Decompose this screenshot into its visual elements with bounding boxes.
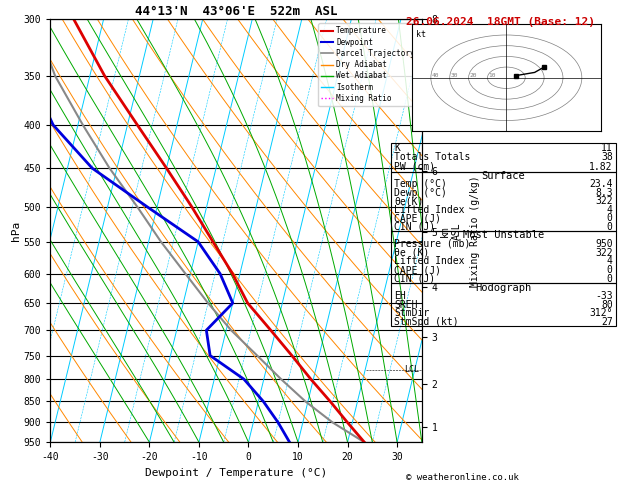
Text: 10: 10 [489,73,496,78]
Text: θe(K): θe(K) [394,196,424,206]
Text: CAPE (J): CAPE (J) [394,213,442,223]
Text: 322: 322 [595,248,613,258]
Text: SREH: SREH [394,300,418,310]
Text: 30: 30 [450,73,458,78]
Text: Pressure (mb): Pressure (mb) [394,239,470,249]
Text: Most Unstable: Most Unstable [463,230,544,240]
Text: 0: 0 [607,274,613,284]
Text: 0: 0 [607,213,613,223]
Text: 4: 4 [607,257,613,266]
Text: 8.3: 8.3 [595,188,613,198]
Text: 0: 0 [607,222,613,232]
Text: 20: 20 [469,73,477,78]
Text: -33: -33 [595,291,613,301]
Y-axis label: hPa: hPa [11,221,21,241]
Text: Surface: Surface [482,171,525,181]
Text: K: K [394,143,400,153]
Text: 0: 0 [607,265,613,275]
Legend: Temperature, Dewpoint, Parcel Trajectory, Dry Adiabat, Wet Adiabat, Isotherm, Mi: Temperature, Dewpoint, Parcel Trajectory… [318,23,418,106]
X-axis label: Dewpoint / Temperature (°C): Dewpoint / Temperature (°C) [145,468,327,478]
Text: 11: 11 [601,143,613,153]
Text: 80: 80 [601,300,613,310]
Text: kt: kt [416,30,426,39]
Text: Temp (°C): Temp (°C) [394,179,447,189]
Text: 312°: 312° [589,308,613,318]
Text: CAPE (J): CAPE (J) [394,265,442,275]
Text: 23.4: 23.4 [589,179,613,189]
Text: 950: 950 [595,239,613,249]
Text: Lifted Index: Lifted Index [394,257,465,266]
Text: PW (cm): PW (cm) [394,162,435,172]
Text: StmSpd (kt): StmSpd (kt) [394,317,459,327]
Text: Mixing Ratio (g/kg): Mixing Ratio (g/kg) [470,175,480,287]
Text: 1.82: 1.82 [589,162,613,172]
Text: 27: 27 [601,317,613,327]
Text: © weatheronline.co.uk: © weatheronline.co.uk [406,473,518,482]
Text: Dewp (°C): Dewp (°C) [394,188,447,198]
Y-axis label: km
ASL: km ASL [440,222,462,240]
Text: Hodograph: Hodograph [476,283,532,293]
Text: 38: 38 [601,153,613,162]
Text: Totals Totals: Totals Totals [394,153,470,162]
Title: 44°13'N  43°06'E  522m  ASL: 44°13'N 43°06'E 522m ASL [135,5,337,18]
Text: EH: EH [394,291,406,301]
Text: 40: 40 [431,73,439,78]
Text: 4: 4 [607,205,613,215]
Text: CIN (J): CIN (J) [394,274,435,284]
Text: 26.06.2024  18GMT (Base: 12): 26.06.2024 18GMT (Base: 12) [406,17,594,27]
Text: 322: 322 [595,196,613,206]
Text: StmDir: StmDir [394,308,430,318]
Text: CIN (J): CIN (J) [394,222,435,232]
Text: θe (K): θe (K) [394,248,430,258]
Text: Lifted Index: Lifted Index [394,205,465,215]
Text: LCL: LCL [404,365,420,374]
